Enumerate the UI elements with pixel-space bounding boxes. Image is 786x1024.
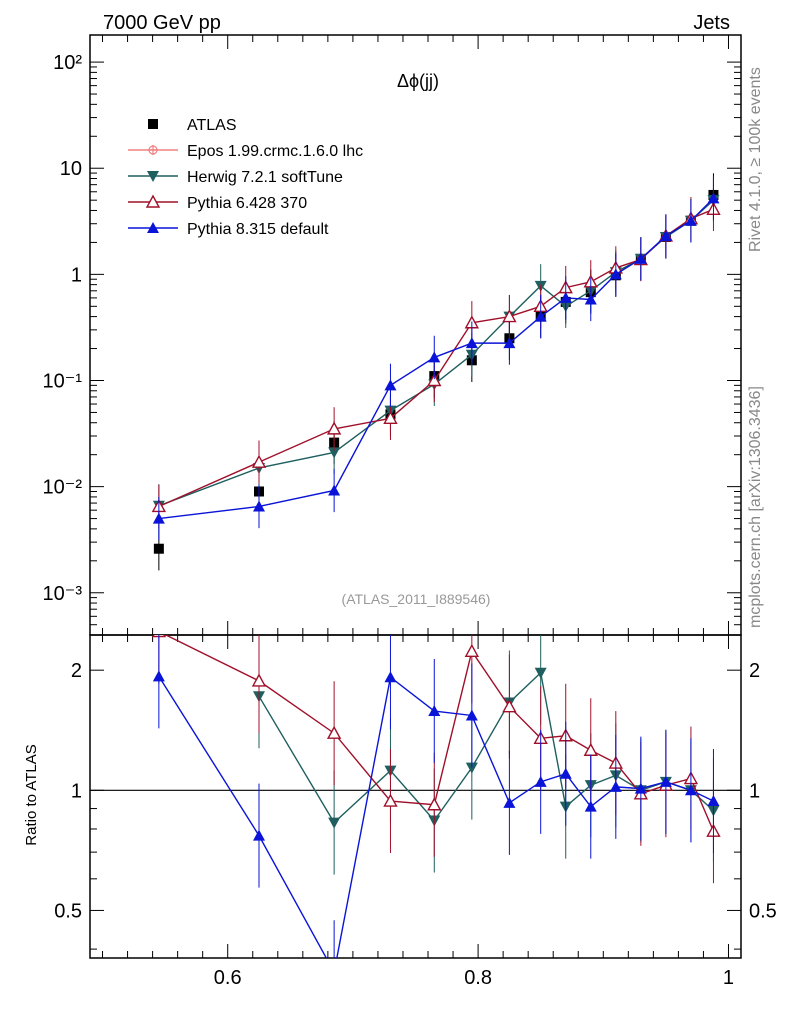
ratio-data-point [253,829,266,841]
ratio-series-layer [151,635,721,977]
ratio-series-line [158,675,714,958]
ratio-y-tick-label-right: 1 [749,780,760,802]
y-tick-label: 10⁻¹ [43,370,83,392]
mcplots-label: mcplots.cern.ch [arXiv:1306.3436] [747,386,764,628]
legend-label: ATLAS [187,117,237,134]
ratio-data-point [383,793,398,807]
x-tick-label: 1 [723,967,734,989]
data-point [684,214,697,226]
data-point [584,293,597,305]
ratio-data-point [326,725,342,739]
ratio-series-1 [151,635,721,884]
legend-swatch-marker [147,171,159,182]
data-point [465,337,478,349]
data-point [328,484,341,496]
ratio-data-point [503,796,516,808]
ratio-data-point [559,767,572,779]
ratio-data-point [328,966,340,977]
x-tick-label: 0.8 [464,967,492,989]
ratio-data-point [707,795,720,807]
legend-label: Pythia 6.428 370 [187,195,307,212]
legend-label: Pythia 8.315 default [187,221,329,238]
ratio-data-point [684,784,697,796]
data-point [152,512,165,524]
data-point [427,373,442,387]
data-point [707,192,720,204]
ratio-axes: 0.6 0.8 1 0.5 0.5 1 1 2 2 [54,635,777,989]
series-line [158,199,714,507]
ratio-data-point [328,817,341,829]
legend-item: Epos 1.99.crmc.1.6.0 lhc [128,143,363,160]
legend-swatch-marker [145,194,161,208]
legend-swatch-marker [148,119,158,129]
legend-item: Pythia 6.428 370 [128,194,307,212]
legend-item: Herwig 7.2.1 softTune [128,169,343,186]
rivet-label: Rivet 4.1.0, ≥ 100k events [747,67,764,252]
data-point [534,310,547,322]
ratio-data-point [583,742,598,756]
plot-title: Δϕ(jj) [397,71,439,91]
ratio-y-tick-label-right: 2 [749,660,760,682]
y-tick-label: 10⁻² [43,477,83,499]
data-point [328,447,341,459]
category-label: Jets [693,12,730,34]
data-point [384,379,397,391]
main-series-layer [151,173,721,571]
ratio-y-tick-label-left: 2 [71,660,82,682]
y-tick-label: 10⁻³ [43,583,83,605]
data-point [251,454,267,468]
ratio-y-tick-label-left: 0.5 [54,900,82,922]
ratio-data-point [465,762,478,774]
ratio-data-point [251,673,267,687]
ratio-data-point [427,797,442,811]
x-tick-label: 0.6 [214,967,242,989]
ratio-data-point [634,782,647,794]
ratio-series-2 [152,635,720,977]
data-point [326,421,342,435]
data-point [609,268,622,280]
main-axes: 10⁻³ 10⁻² 10⁻¹ 1 10 10² [43,35,741,636]
energy-label: 7000 GeV pp [103,12,221,34]
ratio-y-tick-label-right: 0.5 [749,900,777,922]
ratio-data-point [584,800,597,812]
legend: ATLAS Epos 1.99.crmc.1.6.0 lhc Herwig 7.2.… [128,117,363,238]
ratio-data-point [428,705,441,717]
y-tick-label: 10 [60,158,82,180]
ratio-data-point [534,667,547,679]
legend-label: Herwig 7.2.1 softTune [187,169,343,186]
ratio-data-point [152,670,165,682]
data-point [153,543,164,554]
data-point [428,351,441,363]
legend-swatch-marker [147,222,159,233]
ratio-data-point [464,643,480,658]
data-point [659,229,672,241]
analysis-label: (ATLAS_2011_I889546) [342,591,491,607]
ratio-data-point [534,775,547,787]
data-point [253,500,266,512]
ratio-data-point [465,709,478,721]
ratio-panel-frame [89,634,742,959]
data-point [559,291,572,303]
data-point [383,410,398,425]
ratio-y-tick-label-left: 1 [71,780,82,802]
ratio-ylabel: Ratio to ATLAS [23,744,40,845]
data-point [634,252,647,264]
ratio-data-point [502,699,517,713]
legend-item: ATLAS [148,117,237,134]
ratio-data-point [384,671,397,683]
series-4 [152,176,720,541]
legend-label: Epos 1.99.crmc.1.6.0 lhc [187,143,363,160]
y-tick-label: 10² [53,52,82,74]
data-point [503,337,516,349]
y-tick-label: 1 [71,264,82,286]
ratio-data-point [659,775,672,787]
legend-item: Pythia 8.315 default [128,221,329,238]
ratio-data-point [609,780,622,792]
